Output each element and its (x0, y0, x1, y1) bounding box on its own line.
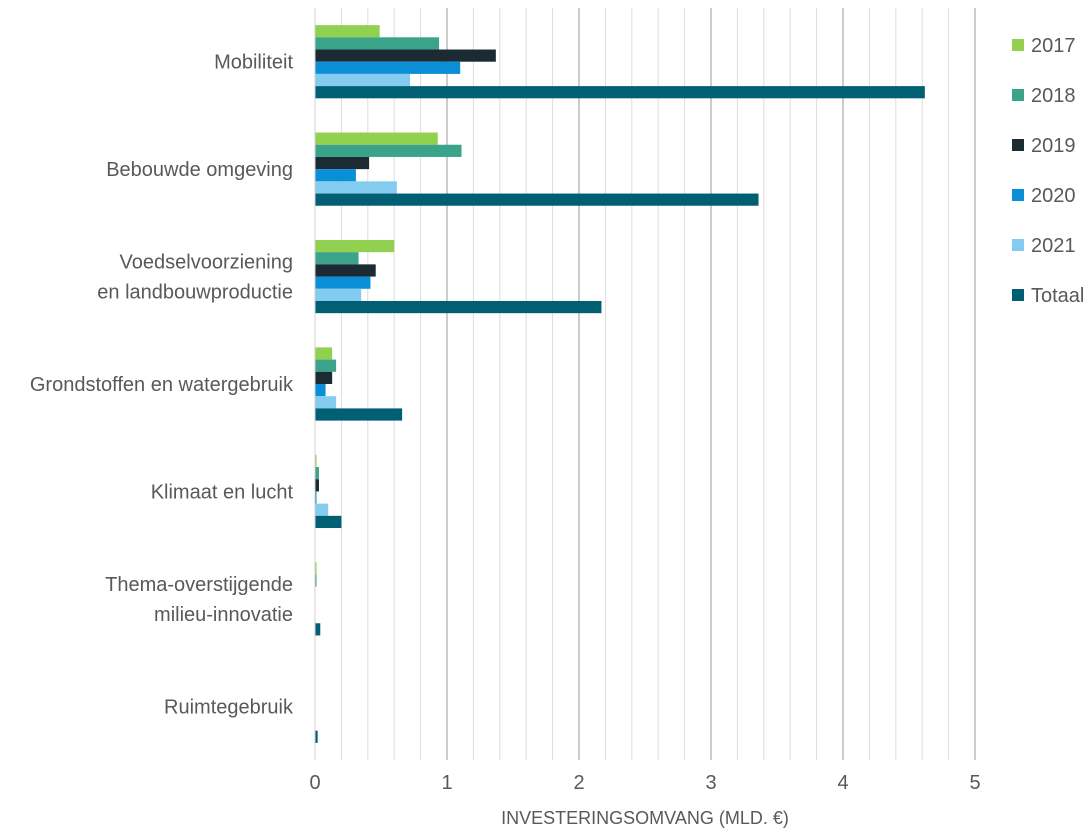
category-label: en landbouwproductie (97, 282, 293, 304)
bar-2017 (315, 562, 317, 575)
bar-2017 (315, 239, 395, 253)
bar-2020 (315, 491, 317, 504)
x-tick-label: 3 (705, 772, 716, 794)
legend-label: Totaal (1031, 285, 1084, 307)
legend-swatch (1012, 289, 1024, 301)
legend-label: 2021 (1031, 235, 1076, 257)
bar-2020 (315, 276, 371, 289)
bar-2021 (315, 288, 362, 301)
bar-2021 (315, 503, 329, 516)
bar-2019 (315, 479, 319, 492)
bar-2017 (315, 347, 333, 360)
bar-2018 (315, 252, 359, 265)
category-label: Ruimtegebruik (164, 696, 294, 718)
legend-swatch (1012, 39, 1024, 51)
bar-2018 (315, 144, 462, 157)
bar-2021 (315, 181, 397, 194)
bar-totaal (315, 730, 318, 743)
x-axis-title: INVESTERINGSOMVANG (MLD. €) (501, 808, 789, 828)
category-label: milieu-innovatie (154, 604, 293, 626)
x-tick-labels: 0 1 2 3 4 5 (309, 772, 980, 794)
bar-2019 (315, 156, 370, 170)
bar-2020 (315, 169, 356, 182)
bar-totaal (315, 193, 759, 206)
legend-swatch (1012, 89, 1024, 101)
bar-2021 (315, 73, 411, 87)
x-tick-label: 0 (309, 772, 320, 794)
category-label: Mobiliteit (214, 52, 293, 74)
bar-2020 (315, 384, 326, 397)
category-labels: Mobiliteit Bebouwde omgeving Voedselvoorzi… (30, 52, 294, 719)
bar-totaal (315, 515, 342, 529)
bar-totaal (315, 300, 602, 314)
bars (315, 25, 925, 743)
category-label: Bebouwde omgeving (106, 159, 293, 181)
bar-2021 (315, 396, 337, 409)
bar-2018 (315, 574, 317, 587)
category-label: Thema-overstijgende (105, 574, 293, 596)
legend-swatch (1012, 139, 1024, 151)
legend-label: 2020 (1031, 185, 1076, 207)
legend-label: 2018 (1031, 85, 1076, 107)
bar-2018 (315, 359, 337, 372)
legend: 2017 2018 2019 2020 2021 Totaal (1012, 35, 1084, 307)
legend-label: 2017 (1031, 35, 1076, 57)
grid-lines (340, 8, 976, 760)
bar-2018 (315, 467, 319, 480)
bar-2017 (315, 132, 438, 145)
category-label: Voedselvoorziening (120, 252, 293, 274)
bar-totaal (315, 86, 925, 99)
x-tick-label: 4 (837, 772, 848, 794)
bar-totaal (315, 408, 403, 421)
category-label: Grondstoffen en watergebruik (30, 374, 294, 396)
category-label: Klimaat en lucht (151, 481, 294, 503)
x-tick-label: 1 (441, 772, 452, 794)
legend-swatch (1012, 239, 1024, 251)
bar-totaal (315, 623, 321, 636)
bar-2018 (315, 37, 440, 50)
legend-swatch (1012, 189, 1024, 201)
x-tick-label: 5 (969, 772, 980, 794)
bar-2020 (315, 61, 461, 74)
legend-label: 2019 (1031, 135, 1076, 157)
bar-2019 (315, 371, 333, 384)
bar-2017 (315, 454, 317, 468)
x-tick-label: 2 (573, 772, 584, 794)
bar-2019 (315, 49, 496, 62)
bar-2019 (315, 264, 376, 277)
bar-2017 (315, 25, 380, 38)
